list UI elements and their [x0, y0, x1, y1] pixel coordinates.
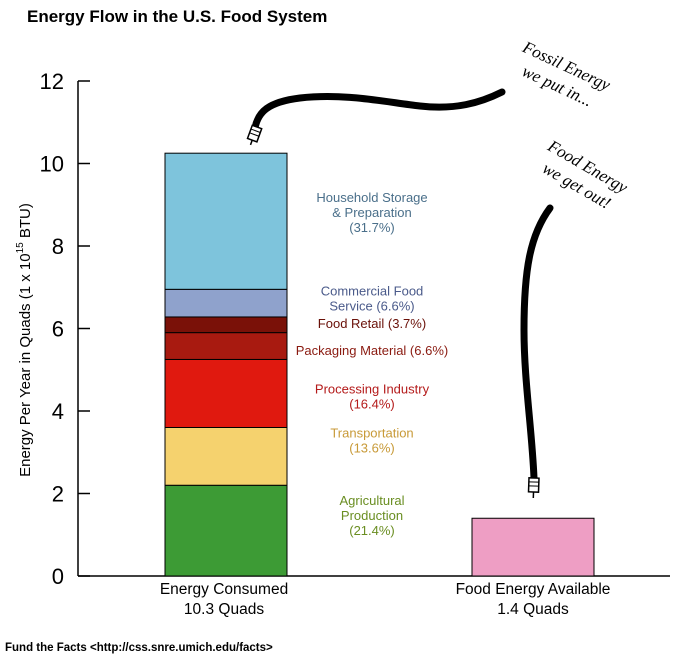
y-tick-label: 8 [52, 234, 64, 259]
bar-segment-processing-industry [164, 358, 288, 428]
bar-segment-food-retail [164, 316, 288, 334]
bar-food-energy [471, 517, 595, 577]
segment-labels: Agricultural Production (21.4%) Transportat… [296, 190, 448, 538]
bar-segment-commercial-food-service [164, 288, 288, 318]
y-axis-label: Energy Per Year in Quads (1 x 1015 BTU) [15, 203, 34, 477]
hoses [246, 88, 554, 499]
segment-label: Processing Industry (16.4%) [315, 382, 430, 412]
segment-label: Agricultural Production (21.4%) [339, 493, 404, 538]
fossil-nozzle-icon [246, 124, 263, 146]
food-nozzle-icon [527, 477, 540, 499]
y-tick-label: 2 [52, 482, 64, 507]
bar-segment-transportation [164, 427, 288, 486]
source-footer: Fund the Facts <http://css.snre.umich.ed… [5, 642, 273, 654]
food-hose [520, 204, 554, 482]
y-tick-label: 6 [52, 317, 64, 342]
bar-segment-packaging-material [164, 332, 288, 360]
fossil-hose [251, 88, 506, 132]
segment-label: Commercial Food Service (6.6%) [321, 284, 424, 314]
y-tick-label: 12 [40, 69, 64, 94]
bar-segment-agricultural-production [164, 484, 288, 577]
y-tick-label: 4 [52, 399, 64, 424]
segment-label: Household Storage & Preparation (31.7%) [316, 190, 427, 235]
segment-label: Transportation (13.6%) [330, 426, 413, 456]
fossil-energy-note: Fossil Energywe put in... [510, 37, 614, 115]
axes: 0 2 4 6 8 10 12 Energy Per Year in Quads (1 x 1… [15, 69, 670, 618]
y-tick-label: 10 [40, 152, 64, 177]
bar-segment-household-storage-preparation [164, 152, 288, 290]
food-energy-note: Food Energywe get out! [533, 136, 631, 217]
x-category-label: Food Energy Available 1.4 Quads [456, 581, 611, 618]
segment-label: Food Retail (3.7%) [318, 316, 426, 331]
segment-label: Packaging Material (6.6%) [296, 343, 448, 358]
y-tick-label: 0 [52, 564, 64, 589]
chart-title: Energy Flow in the U.S. Food System [27, 7, 328, 26]
annotations: Fossil Energywe put in... Food Energywe g… [510, 37, 631, 217]
x-category-label: Energy Consumed 10.3 Quads [160, 581, 288, 618]
bars [164, 152, 595, 577]
